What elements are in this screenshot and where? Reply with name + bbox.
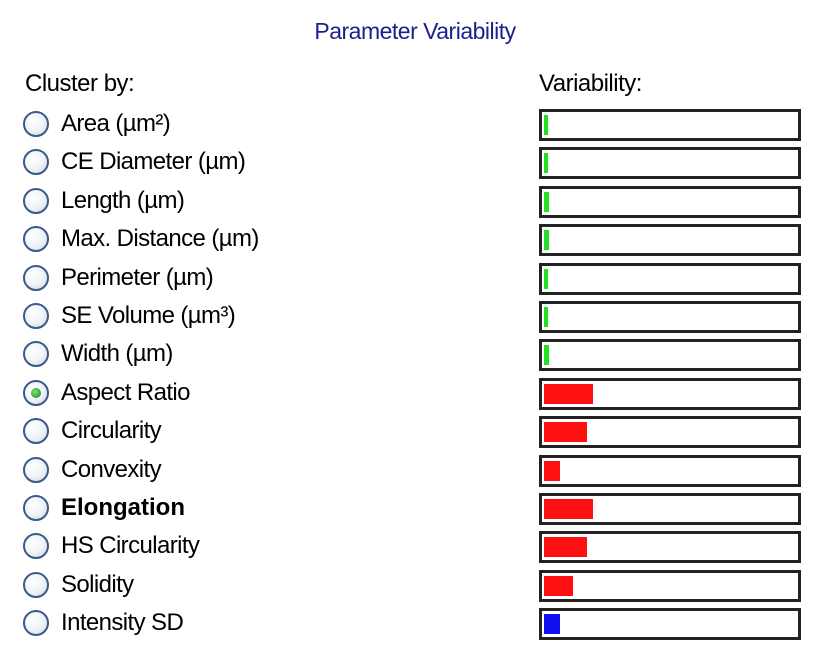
variability-bar xyxy=(539,492,801,525)
parameter-row: Solidity xyxy=(0,566,830,604)
parameter-row: SE Volume (µm³) xyxy=(0,297,830,335)
variability-bar xyxy=(539,531,801,564)
radio-button[interactable] xyxy=(23,571,49,598)
variability-bar-fill xyxy=(544,537,587,558)
parameter-label: Length (µm) xyxy=(61,186,185,214)
cluster-option-area-m[interactable]: Area (µm²) xyxy=(23,108,171,140)
parameter-label: SE Volume (µm³) xyxy=(61,301,236,329)
variability-bar-fill xyxy=(544,383,593,404)
radio-button[interactable] xyxy=(23,187,49,214)
variability-bar xyxy=(539,608,801,641)
parameter-label: Width (µm) xyxy=(61,340,173,368)
parameter-row: CE Diameter (µm) xyxy=(0,143,830,181)
cluster-option-aspect-ratio[interactable]: Aspect Ratio xyxy=(23,377,190,409)
parameter-label: Perimeter (µm) xyxy=(61,263,214,291)
parameter-row: Area (µm²) xyxy=(0,105,830,143)
cluster-option-length-m[interactable]: Length (µm) xyxy=(23,185,185,217)
variability-bar xyxy=(539,185,801,218)
radio-button[interactable] xyxy=(23,494,49,521)
radio-button[interactable] xyxy=(23,456,49,483)
parameter-label: HS Circularity xyxy=(61,532,200,560)
cluster-option-solidity[interactable]: Solidity xyxy=(23,569,134,601)
cluster-option-intensity-sd[interactable]: Intensity SD xyxy=(23,607,184,639)
parameter-label: Circularity xyxy=(61,417,162,445)
parameter-row: Width (µm) xyxy=(0,335,830,373)
parameter-list: Area (µm²) CE Diameter (µm) Length (µm) Max… xyxy=(0,105,830,642)
radio-button[interactable] xyxy=(23,610,49,637)
radio-button[interactable] xyxy=(23,226,49,253)
cluster-option-width-m[interactable]: Width (µm) xyxy=(23,338,173,370)
variability-bar xyxy=(539,147,801,180)
parameter-label: Elongation xyxy=(61,493,185,521)
radio-button[interactable] xyxy=(23,533,49,560)
parameter-label: Area (µm²) xyxy=(61,110,171,137)
variability-bar-fill xyxy=(544,460,560,481)
cluster-option-max-distance-m[interactable]: Max. Distance (µm) xyxy=(23,223,259,255)
cluster-option-elongation[interactable]: Elongation xyxy=(23,492,185,524)
variability-bar xyxy=(539,262,801,295)
cluster-option-circularity[interactable]: Circularity xyxy=(23,415,162,447)
radio-button[interactable] xyxy=(23,341,49,368)
variability-bar xyxy=(539,454,801,487)
variability-bar-fill xyxy=(544,153,548,174)
variability-bar xyxy=(539,109,801,141)
variability-bar xyxy=(539,377,801,410)
parameter-row: Aspect Ratio xyxy=(0,374,830,412)
variability-bar xyxy=(539,569,801,602)
variability-bar-fill xyxy=(544,422,587,443)
parameter-row: Length (µm) xyxy=(0,182,830,220)
variability-bar-fill xyxy=(544,115,548,135)
variability-bar-fill xyxy=(544,191,549,212)
cluster-option-perimeter-m[interactable]: Perimeter (µm) xyxy=(23,262,214,294)
variability-bar xyxy=(539,416,801,449)
parameter-row: Perimeter (µm) xyxy=(0,259,830,297)
radio-button[interactable] xyxy=(23,149,49,176)
panel-title: Parameter Variability xyxy=(314,18,516,44)
radio-button[interactable] xyxy=(23,418,49,445)
variability-bar-fill xyxy=(544,268,548,289)
variability-bar-fill xyxy=(544,614,560,635)
variability-bar-fill xyxy=(544,498,593,519)
variability-bar xyxy=(539,339,801,372)
variability-bar-fill xyxy=(544,306,548,327)
cluster-option-hs-circularity[interactable]: HS Circularity xyxy=(23,530,200,562)
variability-bar xyxy=(539,300,801,333)
parameter-label: Convexity xyxy=(61,455,162,483)
cluster-option-convexity[interactable]: Convexity xyxy=(23,454,162,486)
parameter-label: Intensity SD xyxy=(61,609,184,637)
parameter-row: Elongation xyxy=(0,489,830,527)
parameter-label: Solidity xyxy=(61,570,134,598)
parameter-row: Intensity SD xyxy=(0,604,830,642)
cluster-option-se-volume-m[interactable]: SE Volume (µm³) xyxy=(23,300,236,332)
variability-bar-fill xyxy=(544,230,549,251)
parameter-label: CE Diameter (µm) xyxy=(61,148,246,176)
radio-button-checked[interactable] xyxy=(23,379,49,406)
cluster-by-header: Cluster by: xyxy=(25,70,135,97)
variability-bar xyxy=(539,224,801,257)
radio-button[interactable] xyxy=(23,264,49,291)
parameter-row: Convexity xyxy=(0,451,830,489)
parameter-row: Circularity xyxy=(0,412,830,450)
parameter-row: HS Circularity xyxy=(0,527,830,565)
radio-button[interactable] xyxy=(23,302,49,329)
variability-header: Variability: xyxy=(539,70,642,97)
variability-bar-fill xyxy=(544,575,573,596)
radio-button[interactable] xyxy=(23,111,49,137)
parameter-row: Max. Distance (µm) xyxy=(0,220,830,258)
parameter-label: Aspect Ratio xyxy=(61,378,190,406)
variability-bar-fill xyxy=(544,345,549,366)
cluster-option-ce-diameter-m[interactable]: CE Diameter (µm) xyxy=(23,146,246,178)
parameter-label: Max. Distance (µm) xyxy=(61,225,259,253)
